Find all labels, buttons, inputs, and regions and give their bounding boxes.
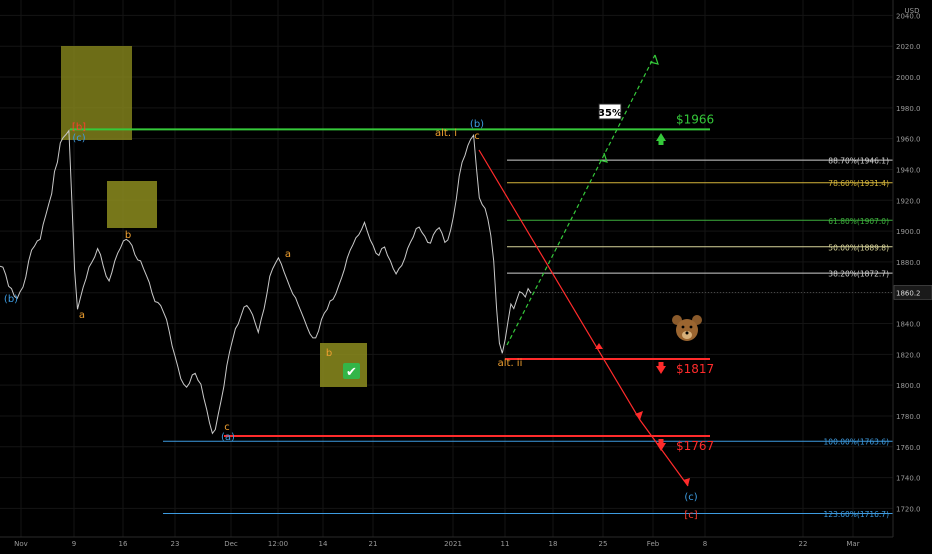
y-tick-label: 2000.0 xyxy=(896,74,921,82)
down-arrow-icon xyxy=(656,361,666,374)
wave-label: b xyxy=(125,230,131,241)
wave-label: (c) xyxy=(72,133,85,144)
price-line xyxy=(0,129,532,435)
wave-label: b xyxy=(326,348,332,359)
y-tick-label: 1740.0 xyxy=(896,475,921,483)
wave-label: c xyxy=(474,131,480,142)
x-tick-label: Feb xyxy=(647,540,660,548)
arrow-head xyxy=(595,343,603,349)
fib-label: 78.60%(1931.4) xyxy=(828,179,889,188)
x-tick-label: 8 xyxy=(703,540,707,548)
x-tick-label: 25 xyxy=(599,540,608,548)
check-glyph: ✔ xyxy=(346,365,357,380)
bullish-projection-line xyxy=(506,54,656,346)
y-tick-label: 1840.0 xyxy=(896,321,921,329)
x-tick-label: 14 xyxy=(319,540,328,548)
up-arrow-icon xyxy=(656,133,666,145)
fibonacci-levels: 88.70%(1946.1) 78.60%(1931.4) 61.80%(1907.… xyxy=(163,157,893,519)
projection-arrows xyxy=(478,54,690,487)
y-tick-label: 1920.0 xyxy=(896,197,921,205)
x-tick-label: 9 xyxy=(72,540,76,548)
currency-label: USD xyxy=(905,7,920,15)
wave-label: (c) xyxy=(684,492,697,503)
x-tick-label: 2021 xyxy=(444,540,462,548)
wave-label: alt. i xyxy=(435,128,457,139)
arrow-head xyxy=(649,54,659,65)
percent-label: 35% xyxy=(598,108,622,119)
zone-box xyxy=(61,46,132,140)
x-tick-label: Dec xyxy=(224,540,238,548)
fib-label: 50.00%(1889.8) xyxy=(828,243,889,252)
x-tick-label: 11 xyxy=(501,540,510,548)
arrow-head xyxy=(683,478,690,486)
wave-label: [c] xyxy=(684,510,697,521)
x-axis: Nov 9 16 23 Dec 12:00 14 21 2021 11 18 25 Feb 8 22 Mar xyxy=(0,536,932,550)
x-tick-label: 18 xyxy=(549,540,558,548)
wave-label: (b) xyxy=(470,119,484,130)
price-tag-label: 1860.2 xyxy=(896,289,921,297)
annotations: 35% ✔ xyxy=(343,103,702,380)
x-tick-label: Mar xyxy=(846,540,859,548)
wave-label: a xyxy=(285,249,291,260)
fib-label: 100.00%(1763.6) xyxy=(824,438,890,447)
price-tag xyxy=(893,285,932,300)
y-axis: USD1700.01720.01740.01760.01780.01800.01… xyxy=(892,0,932,550)
fib-label: 38.20%(1872.7) xyxy=(828,270,889,279)
grid xyxy=(0,0,893,540)
y-tick-label: 2020.0 xyxy=(896,43,921,51)
price-series xyxy=(0,129,893,435)
y-tick-label: 1720.0 xyxy=(896,505,921,513)
y-tick-label: 1800.0 xyxy=(896,382,921,390)
x-tick-label: 12:00 xyxy=(268,540,288,548)
level-label: $1966 xyxy=(676,112,714,126)
y-tick-label: 1780.0 xyxy=(896,413,921,421)
wave-label: [b] xyxy=(72,122,86,133)
x-tick-label: 16 xyxy=(119,540,128,548)
y-tick-label: 1820.0 xyxy=(896,351,921,359)
wave-label: alt. ii xyxy=(498,358,523,369)
x-tick-label: 23 xyxy=(171,540,180,548)
check-icon xyxy=(343,363,360,379)
y-tick-label: 1980.0 xyxy=(896,105,921,113)
down-arrow-icon xyxy=(656,438,666,451)
arrow-head xyxy=(635,411,643,420)
wave-label: a xyxy=(79,310,85,321)
fib-label: 88.70%(1946.1) xyxy=(828,157,889,166)
y-tick-label: 1900.0 xyxy=(896,228,921,236)
x-tick-label: Nov xyxy=(14,540,28,548)
level-label: $1817 xyxy=(676,362,714,376)
percent-box xyxy=(598,103,622,120)
level-label: $1767 xyxy=(676,439,714,453)
fib-label: 61.80%(1907.0) xyxy=(828,217,889,226)
y-tick-label: 1880.0 xyxy=(896,259,921,267)
price-levels: $1966 $1817 $1767 xyxy=(70,112,714,453)
wave-label: c xyxy=(224,422,230,433)
x-tick-label: 21 xyxy=(369,540,378,548)
wave-label: (a) xyxy=(221,432,235,443)
arrow-head xyxy=(598,152,608,163)
fib-label: 123.60%(1716.7) xyxy=(824,510,890,519)
highlight-zones xyxy=(61,46,367,387)
zone-box xyxy=(107,181,157,228)
y-tick-label: 1940.0 xyxy=(896,166,921,174)
wave-label: (b) xyxy=(4,294,18,305)
x-tick-label: 22 xyxy=(799,540,808,548)
y-tick-label: 1960.0 xyxy=(896,136,921,144)
y-tick-label: 1760.0 xyxy=(896,444,921,452)
bear-icon xyxy=(672,315,702,341)
y-tick-label: 2040.0 xyxy=(896,12,921,20)
